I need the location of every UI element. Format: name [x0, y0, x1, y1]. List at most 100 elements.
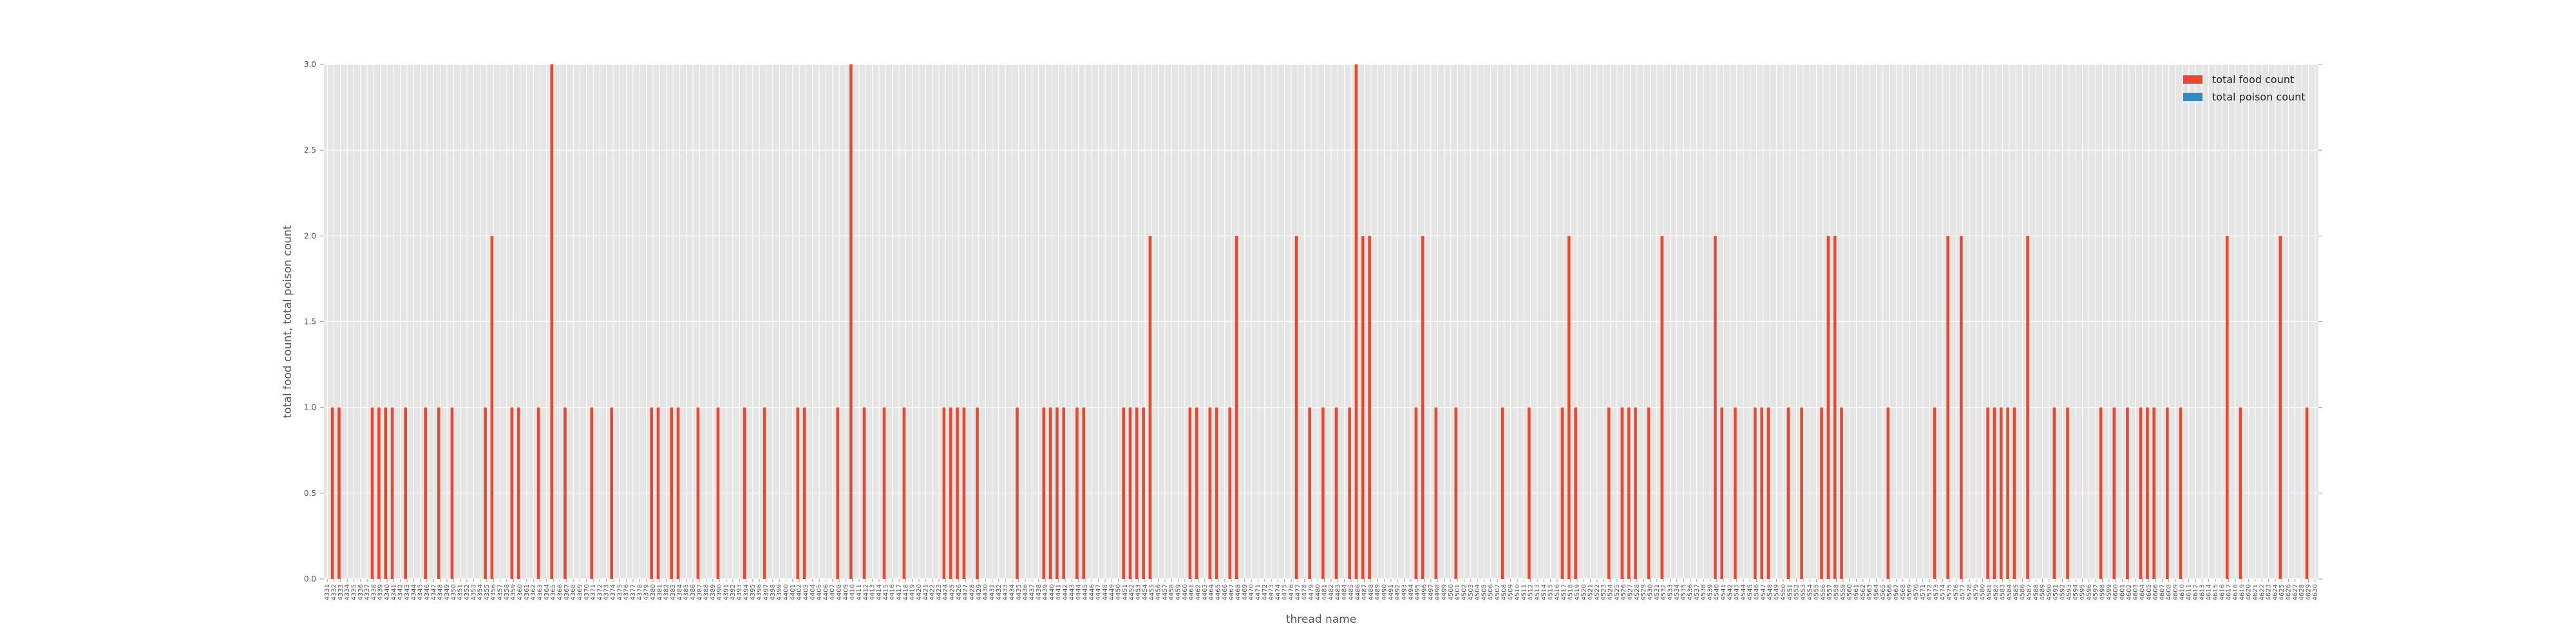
x-tick-label: 4491	[1388, 584, 1395, 600]
bar-total-food-count	[716, 407, 720, 579]
x-tick-label: 4578	[1966, 584, 1973, 600]
legend: total food count total poison count	[2183, 73, 2306, 103]
x-tick-label: 4358	[504, 584, 511, 600]
x-tick-label: 4456	[1155, 584, 1162, 600]
x-tick-label: 4611	[2186, 584, 2193, 600]
x-tick-label: 4345	[417, 584, 424, 600]
bar-total-food-count	[2278, 236, 2282, 579]
bar-total-food-count	[942, 407, 946, 579]
bar-total-food-count	[337, 407, 341, 579]
x-tick-label: 4519	[1574, 584, 1581, 600]
x-tick-label: 4499	[1441, 584, 1448, 600]
x-tick-label: 4488	[1368, 584, 1375, 600]
x-tick-label: 4481	[1321, 584, 1329, 600]
x-tick-label: 4388	[703, 584, 710, 600]
x-tick-label: 4615	[2212, 584, 2219, 600]
x-tick-label: 4612	[2192, 584, 2199, 600]
x-tick-label: 4371	[590, 584, 597, 600]
bar-total-food-count	[384, 407, 388, 579]
x-tick-label: 4574	[1940, 584, 1947, 600]
bar-total-food-count	[1348, 407, 1351, 579]
x-tick-label: 4483	[1334, 584, 1341, 600]
bar-total-food-count	[1574, 407, 1577, 579]
x-tick-label: 4502	[1461, 584, 1468, 600]
x-tick-label: 4536	[1687, 584, 1694, 600]
bar-total-food-count	[1294, 236, 1298, 579]
x-tick-label: 4394	[743, 584, 750, 600]
x-tick-label: 4370	[583, 584, 591, 600]
x-tick-label: 4566	[1886, 584, 1893, 600]
bar-total-food-count	[1820, 407, 1823, 579]
x-tick-label: 4537	[1694, 584, 1701, 600]
x-tick-label: 4360	[517, 584, 524, 600]
bar-total-food-count	[1754, 407, 1757, 579]
x-tick-label: 4427	[962, 584, 969, 600]
x-tick-label: 4616	[2219, 584, 2226, 600]
x-tick-label: 4526	[1620, 584, 1627, 600]
x-tick-label: 4559	[1840, 584, 1847, 600]
y-tick-label: 0.5	[304, 489, 316, 498]
x-tick-label: 4430	[982, 584, 989, 600]
x-tick-label: 4505	[1481, 584, 1488, 600]
x-tick-label: 4506	[1488, 584, 1495, 600]
bar-total-food-count	[696, 407, 700, 579]
x-tick-label: 4532	[1660, 584, 1667, 600]
x-tick-label: 4625	[2278, 584, 2286, 600]
y-tick-label: 1.5	[304, 317, 316, 327]
x-tick-label: 4397	[763, 584, 770, 600]
x-tick-label: 4382	[663, 584, 670, 600]
bar-total-food-count	[2006, 407, 2009, 579]
x-tick-label: 4390	[716, 584, 723, 600]
x-tick-label: 4392	[730, 584, 737, 600]
x-tick-label: 4540	[1714, 584, 1721, 600]
legend-swatch-poison	[2183, 93, 2202, 101]
x-tick-label: 4378	[636, 584, 643, 600]
bar-total-food-count	[676, 407, 680, 579]
x-tick-label: 4363	[537, 584, 544, 600]
x-tick-label: 4626	[2286, 584, 2293, 600]
bar-total-food-count	[1528, 407, 1531, 579]
x-tick-label: 4387	[696, 584, 703, 600]
x-tick-label: 4442	[1062, 584, 1069, 600]
x-tick-label: 4494	[1408, 584, 1415, 600]
bar-total-food-count	[1128, 407, 1132, 579]
x-tick-label: 4404	[810, 584, 817, 600]
x-tick-label: 4581	[1986, 584, 1993, 600]
x-tick-label: 4603	[2132, 584, 2139, 600]
legend-swatch-food	[2183, 75, 2202, 84]
x-tick-label: 4428	[969, 584, 976, 600]
bar-total-food-count	[2179, 407, 2183, 579]
bar-total-food-count	[2146, 407, 2149, 579]
x-tick-label: 4383	[670, 584, 677, 600]
x-tick-label: 4423	[936, 584, 943, 600]
bar-total-food-count	[1048, 407, 1052, 579]
bar-total-food-count	[849, 64, 853, 579]
x-tick-label: 4463	[1202, 584, 1209, 600]
bar-total-food-count	[1660, 236, 1664, 579]
x-tick-label: 4340	[384, 584, 391, 600]
x-tick-label: 4399	[776, 584, 783, 600]
bar-total-food-count	[1567, 236, 1571, 579]
x-tick-label: 4426	[956, 584, 963, 600]
x-tick-label: 4473	[1268, 584, 1275, 600]
x-tick-label: 4562	[1860, 584, 1867, 600]
x-tick-label: 4524	[1607, 584, 1615, 600]
x-tick-label: 4573	[1933, 584, 1940, 600]
x-tick-label: 4555	[1814, 584, 1821, 600]
bar-total-food-count	[2012, 407, 2016, 579]
x-tick-label: 4533	[1667, 584, 1674, 600]
x-tick-label: 4373	[603, 584, 611, 600]
x-tick-label: 4630	[2312, 584, 2319, 600]
y-tick-label: 2.0	[304, 231, 316, 240]
x-tick-label: 4589	[2040, 584, 2047, 600]
bar-total-food-count	[564, 407, 567, 579]
x-tick-label: 4365	[550, 584, 557, 600]
bar-total-food-count	[956, 407, 959, 579]
x-tick-label: 4619	[2239, 584, 2246, 600]
x-tick-label: 4517	[1560, 584, 1567, 600]
x-tick-label: 4600	[2112, 584, 2119, 600]
x-tick-label: 4577	[1960, 584, 1967, 600]
x-tick-label: 4441	[1056, 584, 1063, 600]
bar-total-food-count	[2239, 407, 2242, 579]
bar-total-food-count	[1334, 407, 1338, 579]
